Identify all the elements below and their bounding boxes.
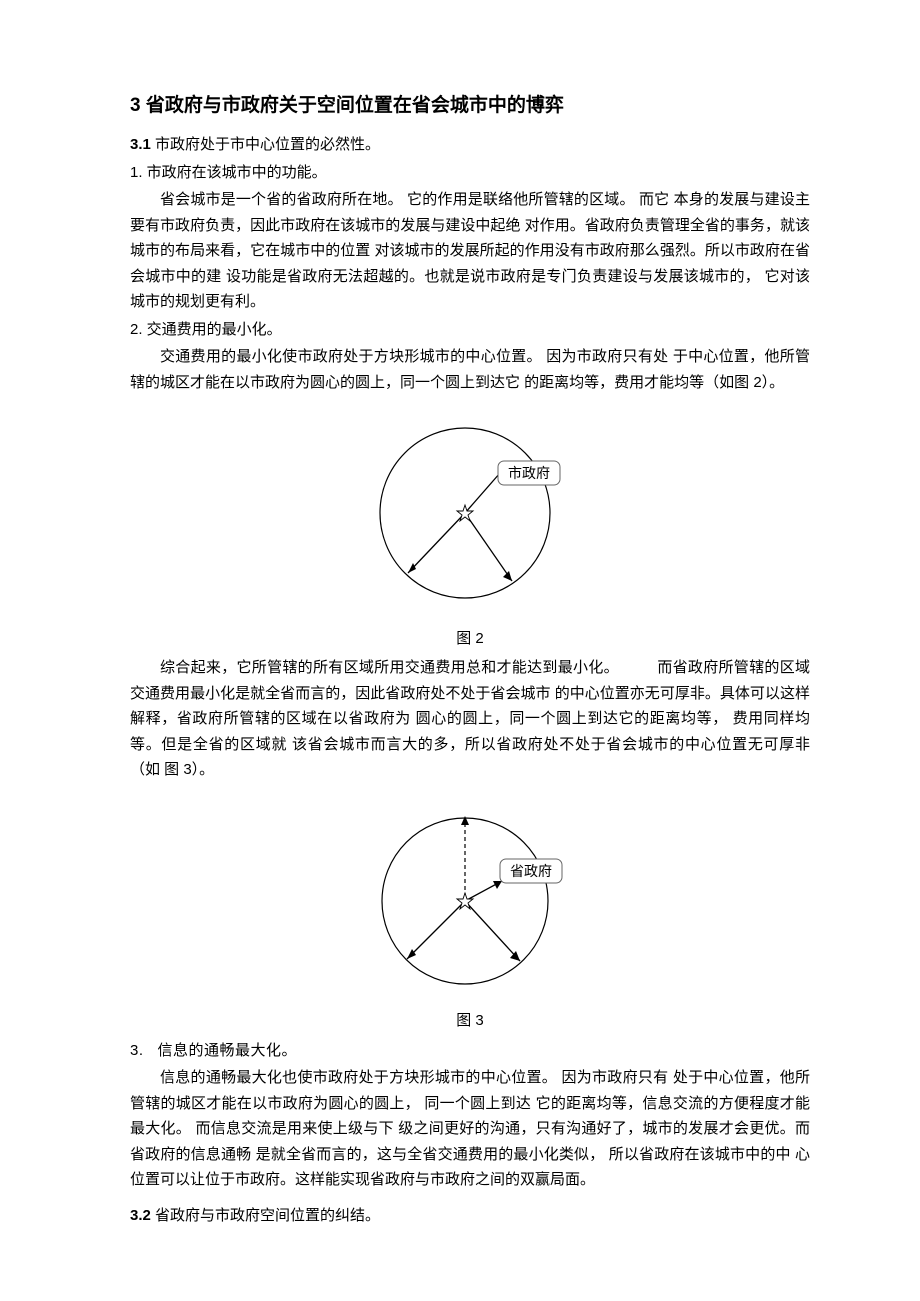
item-number: 1. bbox=[130, 164, 143, 181]
figure-2-label: 市政府 bbox=[508, 465, 550, 482]
item-number: 3. bbox=[130, 1042, 144, 1059]
item-title: 信息的通畅最大化。 bbox=[158, 1042, 298, 1059]
paragraph: 信息的通畅最大化也使市政府处于方块形城市的中心位置。 因为市政府只有 处于中心位… bbox=[130, 1065, 810, 1193]
list-item-2: 2. 交通费用的最小化。 bbox=[130, 317, 810, 343]
item-number: 2. bbox=[130, 321, 143, 338]
subsection-3-2: 3.2 省政府与市政府空间位置的纠结。 bbox=[130, 1203, 810, 1229]
figure-3: 省政府 bbox=[130, 801, 810, 1005]
subsection-label: 3.2 bbox=[130, 1207, 151, 1224]
figure-3-caption: 图 3 bbox=[130, 1008, 810, 1034]
subsection-3-1: 3.1 市政府处于市中心位置的必然性。 bbox=[130, 132, 810, 158]
subsection-title: 市政府处于市中心位置的必然性。 bbox=[151, 136, 380, 153]
item-title: 交通费用的最小化。 bbox=[143, 321, 282, 338]
paragraph: 综合起来，它所管辖的所有区域所用交通费用总和才能达到最小化。 而省政府所管辖的区… bbox=[130, 655, 810, 783]
item-title: 市政府在该城市中的功能。 bbox=[143, 164, 327, 181]
figure-2-caption: 图 2 bbox=[130, 626, 810, 652]
subsection-title: 省政府与市政府空间位置的纠结。 bbox=[151, 1207, 380, 1224]
figure-2: 市政府 bbox=[130, 413, 810, 622]
section-title: 3 省政府与市政府关于空间位置在省会城市中的博弈 bbox=[130, 90, 810, 122]
paragraph: 省会城市是一个省的省政府所在地。 它的作用是联络他所管辖的区域。 而它 本身的发… bbox=[130, 187, 810, 315]
subsection-label: 3.1 bbox=[130, 136, 151, 153]
list-item-3: 3. 信息的通畅最大化。 bbox=[130, 1038, 810, 1064]
paragraph: 交通费用的最小化使市政府处于方块形城市的中心位置。 因为市政府只有处 于中心位置… bbox=[130, 344, 810, 395]
list-item-1: 1. 市政府在该城市中的功能。 bbox=[130, 160, 810, 186]
figure-3-label: 省政府 bbox=[510, 864, 552, 880]
